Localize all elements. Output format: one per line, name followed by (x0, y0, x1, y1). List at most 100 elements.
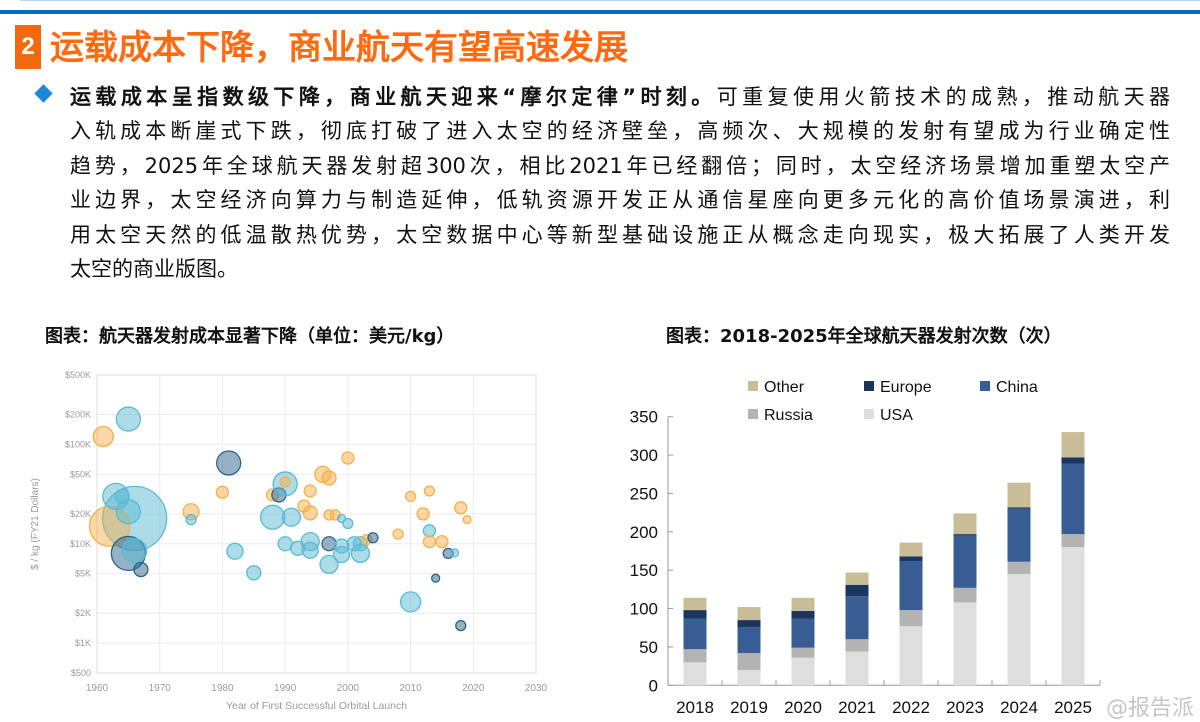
paragraph-lead: 运载成本呈指数级下降，商业航天迎来“摩尔定律”时刻。 (70, 85, 717, 109)
bar-segment-russia (1061, 534, 1085, 548)
bubble-point (367, 532, 379, 544)
x-tick-label: 1980 (211, 683, 234, 694)
bubble-point (332, 545, 351, 564)
y-tick-label: 350 (630, 408, 658, 427)
legend-swatch-china (980, 381, 990, 391)
bubble-point (246, 565, 262, 581)
y-tick-label: $1K (75, 638, 91, 648)
bar-segment-other (899, 542, 923, 557)
bubble-point (342, 517, 354, 530)
bar-segment-china (791, 618, 815, 648)
bubble-point (423, 485, 436, 497)
y-tick-label: $20K (70, 509, 91, 519)
bubble-point (215, 485, 230, 499)
scatter-chart-title: 图表：航天器发射成本显著下降（单位：美元/kg） (45, 326, 455, 347)
x-tick-label: 2019 (730, 698, 768, 717)
bubble-point (301, 541, 319, 559)
bar-segment-usa (953, 602, 977, 686)
launch-count-bar-chart: 0 50 100 150 200 250 300 350 2018 2019 2020 2021 202… (630, 379, 1101, 717)
bar-segment-china (683, 618, 707, 650)
bar-chart-title: 图表：2018-2025年全球航天器发射次数（次） (666, 326, 1062, 347)
y-axis-label: $ / kg (FY21 Dollars) (30, 478, 41, 570)
bar-segment-russia (791, 647, 815, 658)
y-tick-label: 0 (649, 676, 658, 695)
x-tick-label: 2020 (462, 683, 485, 694)
bubble-point (259, 504, 286, 530)
watermark: @报告派 (1105, 696, 1194, 721)
paragraph-line: 运载成本呈指数级下降，商业航天迎来“摩尔定律”时刻。可重复使用火箭技术的成熟，推… (70, 80, 1170, 114)
legend-label: Other (764, 379, 805, 396)
y-tick-label: 200 (630, 523, 658, 542)
diamond-bullet-icon (34, 84, 53, 103)
bar-segment-other (845, 572, 869, 585)
bar-segment-usa (1007, 574, 1031, 686)
bubble-point (449, 548, 460, 558)
y-tick-label: 100 (630, 600, 658, 619)
bar-segment-europe (791, 610, 815, 619)
page-title: 运载成本下降，商业航天有望高速发展 (50, 28, 628, 68)
x-tick-label: 1960 (86, 683, 109, 694)
bar-segment-other (791, 597, 815, 611)
bar-segment-other (1061, 432, 1085, 458)
y-tick-label: $500 (71, 668, 91, 678)
bar-segment-europe (953, 534, 977, 536)
y-tick-label: $50K (70, 469, 91, 479)
y-tick-label: 50 (639, 638, 658, 657)
bubble-point (115, 499, 142, 525)
x-tick-label: 2020 (784, 698, 822, 717)
bubble-point (302, 505, 318, 521)
bubble-point (350, 543, 371, 564)
x-tick-label: 2021 (838, 698, 876, 717)
bar-segment-europe (1007, 507, 1031, 509)
bar-segment-europe (1061, 457, 1085, 464)
y-tick-label: $100K (65, 439, 91, 449)
bar-segment-china (899, 560, 923, 611)
bubble-point (422, 535, 437, 549)
bubble-point (392, 528, 404, 540)
bar-segment-russia (1007, 561, 1031, 575)
bar-segment-china (845, 596, 869, 640)
bar-segment-russia (953, 587, 977, 603)
bar-segment-usa (737, 669, 761, 686)
paragraph-line: 用太空天然的低温散热优势，太空数据中心等新型基础设施正从概念走向现实，极大拓展了… (70, 222, 1170, 247)
bar-segment-europe (899, 556, 923, 561)
bar-segment-europe (737, 620, 761, 627)
y-tick-label: 150 (630, 561, 658, 580)
x-tick-label: 2010 (399, 683, 422, 694)
x-tick-label: 2018 (676, 698, 714, 717)
bar-segment-other (1007, 482, 1031, 508)
bar-segment-usa (1061, 547, 1085, 686)
bubble-point (431, 573, 441, 583)
x-tick-label: 2023 (946, 698, 984, 717)
paragraph-line: 入轨成本断崖式下跌，彻底打破了进入太空的经济壁垒，高频次、大规模的发射有望成为行… (70, 119, 1170, 144)
x-tick-label: 2000 (337, 683, 360, 694)
bubble-point (399, 591, 422, 613)
y-tick-label: $200K (65, 410, 91, 420)
bubble-point (321, 536, 337, 552)
bubble-point (133, 561, 149, 578)
legend-label: Russia (764, 407, 813, 424)
bar-segment-europe (845, 584, 869, 597)
bubble-point (341, 451, 355, 465)
bar-segment-usa (845, 651, 869, 686)
body-paragraph: 运载成本呈指数级下降，商业航天迎来“摩尔定律”时刻。可重复使用火箭技术的成熟，推… (70, 80, 1170, 286)
x-tick-label: 2024 (1000, 698, 1038, 717)
bubble-point (281, 507, 302, 527)
bar-segment-other (953, 513, 977, 535)
x-tick-label: 2030 (525, 683, 548, 694)
bar-segment-usa (899, 626, 923, 686)
y-tick-label: $5K (75, 569, 91, 579)
bar-segment-china (737, 626, 761, 654)
y-tick-label: 250 (630, 484, 658, 503)
legend-swatch-usa (864, 409, 874, 419)
top-rule (20, 0, 1200, 1)
section-number-badge: 2 (15, 25, 41, 69)
bubble-point (121, 538, 148, 564)
bar-segment-china (1007, 508, 1031, 562)
legend-label: China (996, 379, 1038, 396)
bubble-point (404, 490, 417, 503)
bubble-point (92, 425, 114, 448)
bubble-point (279, 476, 291, 488)
paragraph-line: 太空的商业版图。 (70, 257, 238, 282)
bar-segment-russia (683, 649, 707, 663)
